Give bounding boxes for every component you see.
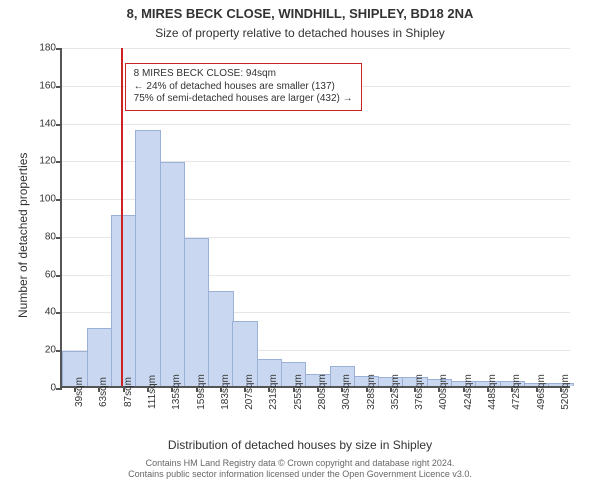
plot-area: 02040608010012014016018039sqm63sqm87sqm1… (60, 48, 570, 388)
reference-line (121, 48, 123, 386)
histogram-bar (184, 238, 209, 386)
x-tick-label: 207sqm (244, 374, 255, 410)
chart-title: 8, MIRES BECK CLOSE, WINDHILL, SHIPLEY, … (0, 6, 600, 21)
x-tick-label: 87sqm (123, 377, 134, 407)
annotation-line: 75% of semi-detached houses are larger (… (134, 93, 353, 106)
x-tick-label: 472sqm (511, 374, 522, 410)
annotation-line: ← 24% of detached houses are smaller (13… (134, 81, 353, 94)
y-tick-label: 60 (45, 269, 56, 280)
y-tick-mark (56, 237, 62, 239)
x-tick-label: 520sqm (560, 374, 571, 410)
x-tick-label: 352sqm (390, 374, 401, 410)
annotation-line: 8 MIRES BECK CLOSE: 94sqm (134, 68, 353, 81)
y-axis-label: Number of detached properties (16, 153, 30, 318)
y-tick-label: 80 (45, 231, 56, 242)
x-tick-label: 231sqm (268, 374, 279, 410)
y-tick-label: 180 (39, 43, 56, 54)
chart-subtitle: Size of property relative to detached ho… (0, 26, 600, 40)
histogram-bar (111, 215, 136, 386)
x-tick-label: 63sqm (98, 377, 109, 407)
y-tick-mark (56, 124, 62, 126)
x-tick-label: 376sqm (414, 374, 425, 410)
y-tick-mark (56, 199, 62, 201)
histogram-bar (135, 130, 160, 386)
y-tick-label: 40 (45, 307, 56, 318)
x-tick-label: 280sqm (317, 374, 328, 410)
y-tick-mark (56, 86, 62, 88)
gridline (62, 124, 570, 125)
footer-line-2: Contains public sector information licen… (0, 469, 600, 480)
x-tick-label: 183sqm (220, 374, 231, 410)
x-tick-label: 304sqm (341, 374, 352, 410)
histogram-bar (160, 162, 185, 386)
y-tick-label: 100 (39, 194, 56, 205)
y-tick-mark (56, 312, 62, 314)
histogram-bar (208, 291, 233, 386)
data-attribution-footer: Contains HM Land Registry data © Crown c… (0, 458, 600, 480)
y-tick-mark (56, 275, 62, 277)
y-tick-mark (56, 48, 62, 50)
x-tick-label: 424sqm (463, 374, 474, 410)
y-tick-label: 20 (45, 345, 56, 356)
x-tick-label: 496sqm (536, 374, 547, 410)
y-tick-mark (56, 350, 62, 352)
y-tick-label: 0 (50, 383, 56, 394)
y-tick-mark (56, 388, 62, 390)
x-tick-label: 448sqm (487, 374, 498, 410)
x-tick-label: 111sqm (147, 375, 158, 409)
x-tick-label: 400sqm (438, 374, 449, 410)
y-tick-label: 160 (39, 80, 56, 91)
property-size-chart: 8, MIRES BECK CLOSE, WINDHILL, SHIPLEY, … (0, 0, 600, 500)
annotation-box: 8 MIRES BECK CLOSE: 94sqm← 24% of detach… (125, 63, 362, 111)
x-axis-label: Distribution of detached houses by size … (0, 438, 600, 452)
footer-line-1: Contains HM Land Registry data © Crown c… (0, 458, 600, 469)
x-tick-label: 255sqm (293, 374, 304, 410)
y-tick-label: 120 (39, 156, 56, 167)
gridline (62, 48, 570, 49)
x-tick-label: 135sqm (171, 374, 182, 410)
x-tick-label: 159sqm (196, 374, 207, 410)
y-tick-mark (56, 161, 62, 163)
x-tick-label: 328sqm (366, 374, 377, 410)
x-tick-label: 39sqm (74, 377, 85, 407)
y-tick-label: 140 (39, 118, 56, 129)
